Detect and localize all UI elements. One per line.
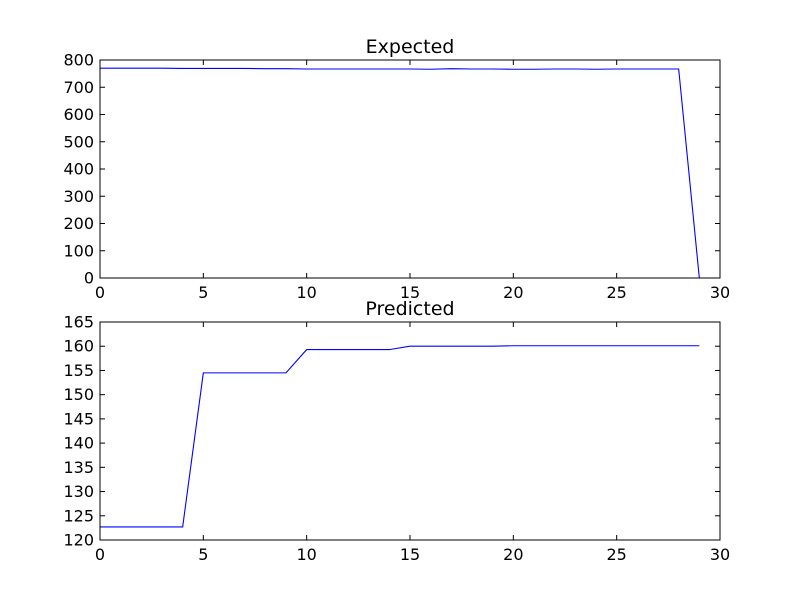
- x-tick-label: 20: [503, 283, 523, 302]
- y-tick-label: 135: [63, 458, 94, 477]
- chart-title: Predicted: [365, 298, 454, 320]
- y-tick-label: 500: [63, 132, 94, 151]
- y-tick-label: 0: [84, 269, 94, 288]
- y-tick-label: 120: [63, 531, 94, 550]
- x-tick-label: 0: [95, 545, 105, 564]
- x-tick-label: 5: [198, 283, 208, 302]
- y-tick-label: 140: [63, 434, 94, 453]
- x-tick-label: 25: [606, 283, 626, 302]
- axes-frame: [99, 321, 721, 541]
- y-tick-label: 160: [63, 337, 94, 356]
- y-tick-label: 300: [63, 187, 94, 206]
- x-tick-label: 30: [710, 283, 730, 302]
- x-tick-label: 30: [710, 545, 730, 564]
- chart-title: Expected: [366, 36, 455, 58]
- x-tick-label: 10: [296, 545, 316, 564]
- y-tick-label: 150: [63, 385, 94, 404]
- predicted-chart: Predicted 0 5 10 15 20 25 30 120 125 130 135 140 145 1…: [63, 298, 730, 564]
- y-tick-label: 100: [63, 241, 94, 260]
- y-tick-label: 700: [63, 78, 94, 97]
- x-tick-label: 15: [400, 545, 420, 564]
- y-tick-label: 200: [63, 214, 94, 233]
- x-tick-label: 15: [400, 283, 420, 302]
- x-tick-label: 25: [606, 545, 626, 564]
- series-line: [100, 345, 700, 528]
- y-tick-label: 165: [63, 313, 94, 332]
- x-tick-label: 0: [95, 283, 105, 302]
- y-tick-label: 600: [63, 105, 94, 124]
- axes-frame: [99, 59, 721, 279]
- x-tick-label: 10: [296, 283, 316, 302]
- series-line: [100, 67, 700, 279]
- y-tick-label: 125: [63, 506, 94, 525]
- y-tick-label: 400: [63, 160, 94, 179]
- y-tick-label: 130: [63, 482, 94, 501]
- x-tick-label: 5: [198, 545, 208, 564]
- y-tick-label: 155: [63, 361, 94, 380]
- x-tick-label: 20: [503, 545, 523, 564]
- y-tick-label: 145: [63, 409, 94, 428]
- y-tick-label: 800: [63, 51, 94, 70]
